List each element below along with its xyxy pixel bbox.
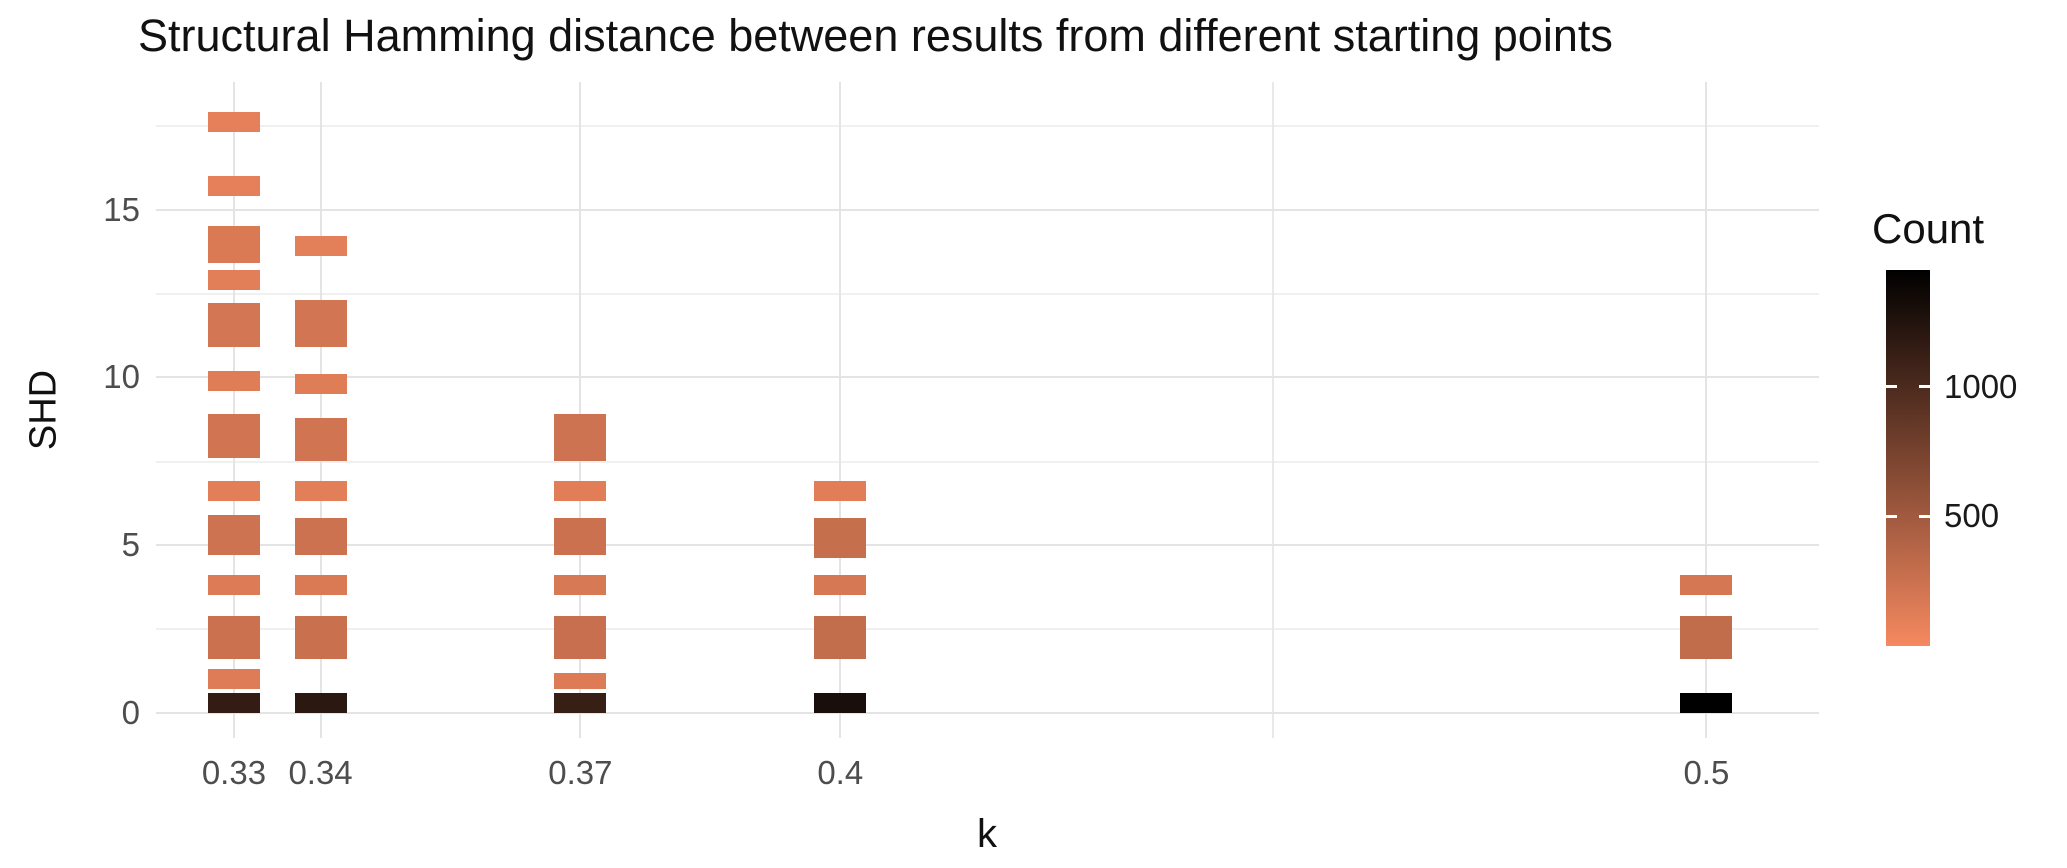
heat-tile [207,303,260,348]
chart-title: Structural Hamming distance between resu… [138,10,1613,61]
legend-gradient-bar [1886,270,1930,646]
heat-tile [294,300,347,348]
heat-tile [814,575,867,596]
y-tick-label: 5 [121,526,140,564]
legend-tick-mark [1919,385,1930,389]
heat-tile [207,269,260,291]
y-tick-label: 0 [121,693,140,731]
y-major-gridline [156,711,1819,714]
heat-tile [207,175,260,197]
heat-tile [814,481,867,502]
heat-tile [207,370,260,391]
x-major-gridline [579,82,582,738]
x-major-gridline [232,82,235,738]
heat-tile [814,615,867,660]
y-minor-gridline [156,292,1819,295]
y-major-gridline [156,376,1819,379]
heat-tile [1680,615,1733,660]
heat-tile [554,615,607,660]
heat-tile [814,692,867,713]
y-minor-gridline [156,460,1819,463]
heat-tile [294,518,347,556]
heat-tile [294,417,347,462]
heat-tile [554,518,607,556]
legend-tick-label: 500 [1944,497,2000,535]
legend-tick-mark [1886,514,1897,518]
y-minor-gridline [156,125,1819,128]
heat-tile [1680,575,1733,596]
heat-tile [207,414,260,458]
heat-tile [207,575,260,596]
heat-tile [554,692,607,713]
heat-tile [554,481,607,502]
legend-tick-mark [1886,385,1897,389]
heat-tile [207,514,260,556]
heat-tile [294,481,347,502]
y-major-gridline [156,208,1819,211]
y-tick-label: 15 [103,190,140,228]
heat-tile [207,669,260,690]
y-minor-gridline [156,628,1819,631]
heat-tile [207,112,260,133]
plot-panel [156,82,1819,738]
heat-tile [294,615,347,660]
x-tick-label: 0.5 [1683,754,1730,791]
x-major-gridline [839,82,842,738]
heat-tile [294,373,347,395]
x-minor-gridline [1272,82,1275,738]
x-tick-label: 0.4 [817,754,864,791]
heat-tile [207,615,260,660]
heat-tile [814,518,867,559]
heat-tile [554,672,607,690]
heat-tile [554,575,607,596]
y-major-gridline [156,544,1819,547]
legend-tick-mark [1919,514,1930,518]
x-tick-label: 0.37 [548,754,613,791]
legend-title: Count [1872,205,1985,252]
x-axis-title: k [977,812,997,856]
legend-tick-label: 1000 [1944,367,2018,405]
heat-tile [1680,692,1733,713]
heat-tile [207,226,260,264]
heat-tile [294,575,347,596]
heat-tile [294,236,347,257]
heat-tile [554,414,607,462]
heat-tile [294,692,347,713]
x-tick-label: 0.34 [288,754,353,791]
heat-tile [207,481,260,502]
x-tick-label: 0.33 [201,754,267,791]
x-major-gridline [1705,82,1708,738]
y-tick-label: 10 [103,358,140,396]
heat-tile [207,692,260,713]
x-major-gridline [319,82,322,738]
